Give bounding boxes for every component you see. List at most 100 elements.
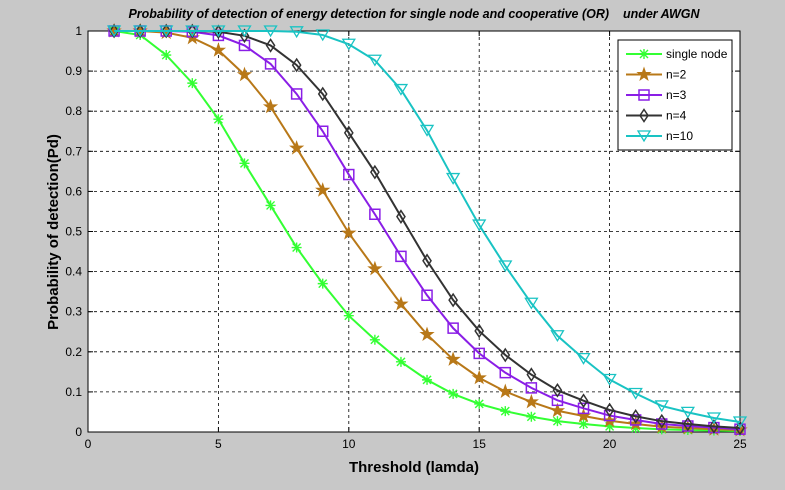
- data-point-marker: [630, 409, 641, 424]
- data-point-marker: [159, 25, 174, 38]
- legend-entry: n=2: [626, 66, 687, 82]
- data-point-marker: [656, 413, 667, 429]
- data-point-marker: [187, 78, 198, 89]
- data-point-marker: [656, 418, 668, 430]
- data-point-marker: [341, 38, 356, 51]
- data-point-marker: [498, 260, 513, 273]
- data-point-marker: [133, 25, 148, 38]
- data-point-marker: [419, 326, 435, 342]
- data-point-marker: [262, 98, 279, 114]
- data-point-marker: [525, 382, 538, 394]
- data-point-marker: [549, 402, 566, 418]
- data-point-marker: [419, 124, 435, 137]
- data-point-marker: [447, 322, 459, 334]
- data-point-marker: [210, 42, 227, 57]
- data-point-marker: [264, 58, 277, 70]
- legend-entry: n=4: [626, 108, 687, 123]
- data-point-marker: [367, 260, 383, 276]
- data-point-marker: [291, 57, 302, 73]
- data-point-marker: [291, 242, 302, 253]
- y-tick-label: 0.5: [65, 225, 82, 239]
- data-point-marker: [395, 356, 406, 367]
- grid: [88, 31, 740, 432]
- series-line: [114, 30, 741, 423]
- data-point-marker: [474, 323, 485, 339]
- data-point-marker: [706, 412, 722, 425]
- data-point-marker: [576, 352, 591, 365]
- ticks: 0 5 10 15 20 25 0 0.1 0.2 0.3 0.4 0.5 0.6 0.7 0.8 0.9 1: [65, 24, 747, 451]
- data-point-marker: [265, 38, 276, 53]
- data-point-marker: [422, 253, 432, 269]
- data-point-marker: [106, 25, 122, 38]
- y-tick-label: 1: [75, 24, 82, 38]
- data-point-marker: [497, 383, 513, 399]
- y-tick-label: 0.3: [65, 305, 82, 319]
- data-point-marker: [604, 421, 615, 432]
- data-point-marker: [421, 289, 433, 302]
- data-point-marker: [578, 393, 589, 409]
- data-point-marker: [369, 334, 380, 345]
- data-point-marker: [161, 50, 172, 61]
- data-point-marker: [369, 208, 381, 221]
- data-point-marker: [680, 406, 695, 419]
- data-point-marker: [263, 25, 278, 38]
- y-tick-label: 0.9: [65, 64, 82, 78]
- data-point-marker: [630, 422, 641, 433]
- data-point-marker: [639, 108, 649, 123]
- series-group: [106, 22, 748, 437]
- data-point-marker: [445, 172, 461, 185]
- data-point-marker: [239, 28, 250, 44]
- legend-entry: single node: [626, 47, 728, 61]
- legend-entry: n=3: [626, 88, 687, 102]
- data-point-marker: [474, 398, 485, 409]
- data-point-marker: [499, 366, 512, 379]
- data-point-marker: [500, 406, 511, 417]
- data-point-marker: [654, 400, 669, 413]
- data-point-marker: [315, 182, 331, 197]
- x-axis-label: Threshold (lamda): [349, 459, 479, 476]
- series-n-10: [106, 25, 748, 429]
- data-point-marker: [526, 411, 537, 422]
- x-tick-label: 15: [473, 437, 487, 451]
- data-point-marker: [500, 347, 511, 363]
- data-point-marker: [289, 140, 305, 155]
- data-point-marker: [526, 367, 537, 383]
- data-point-marker: [471, 369, 487, 385]
- data-point-marker: [628, 387, 643, 400]
- data-point-marker: [343, 168, 355, 181]
- data-point-marker: [213, 114, 224, 125]
- data-point-marker: [445, 351, 461, 366]
- y-axis-label: Probability of detection(Pd): [45, 134, 62, 330]
- data-point-marker: [213, 24, 224, 40]
- data-point-marker: [395, 250, 407, 263]
- data-point-marker: [638, 89, 650, 101]
- data-point-marker: [265, 200, 276, 211]
- y-tick-label: 0.8: [65, 104, 82, 118]
- y-tick-label: 0.4: [65, 265, 82, 279]
- y-tick-label: 0.1: [65, 385, 82, 399]
- x-tick-label: 10: [342, 437, 356, 451]
- data-point-marker: [238, 39, 251, 52]
- data-point-marker: [552, 416, 563, 427]
- data-point-marker: [316, 125, 329, 137]
- chart-title: Probability of detection of energy detec…: [128, 7, 700, 21]
- data-point-marker: [472, 219, 487, 232]
- data-point-marker: [550, 330, 565, 343]
- x-tick-label: 25: [733, 437, 747, 451]
- data-point-marker: [289, 26, 304, 39]
- y-tick-label: 0.6: [65, 184, 82, 198]
- data-point-marker: [552, 382, 563, 398]
- data-point-marker: [315, 29, 330, 42]
- data-point-marker: [396, 209, 406, 225]
- data-point-marker: [578, 418, 589, 429]
- legend-label: n=4: [666, 109, 687, 123]
- data-point-marker: [682, 416, 693, 432]
- y-tick-label: 0.7: [65, 144, 82, 158]
- data-point-marker: [237, 25, 252, 38]
- data-point-marker: [185, 25, 200, 38]
- x-tick-label: 20: [603, 437, 617, 451]
- data-point-marker: [524, 297, 539, 310]
- data-point-marker: [639, 49, 649, 59]
- legend-entry: n=10: [626, 129, 693, 143]
- x-tick-label: 0: [85, 437, 92, 451]
